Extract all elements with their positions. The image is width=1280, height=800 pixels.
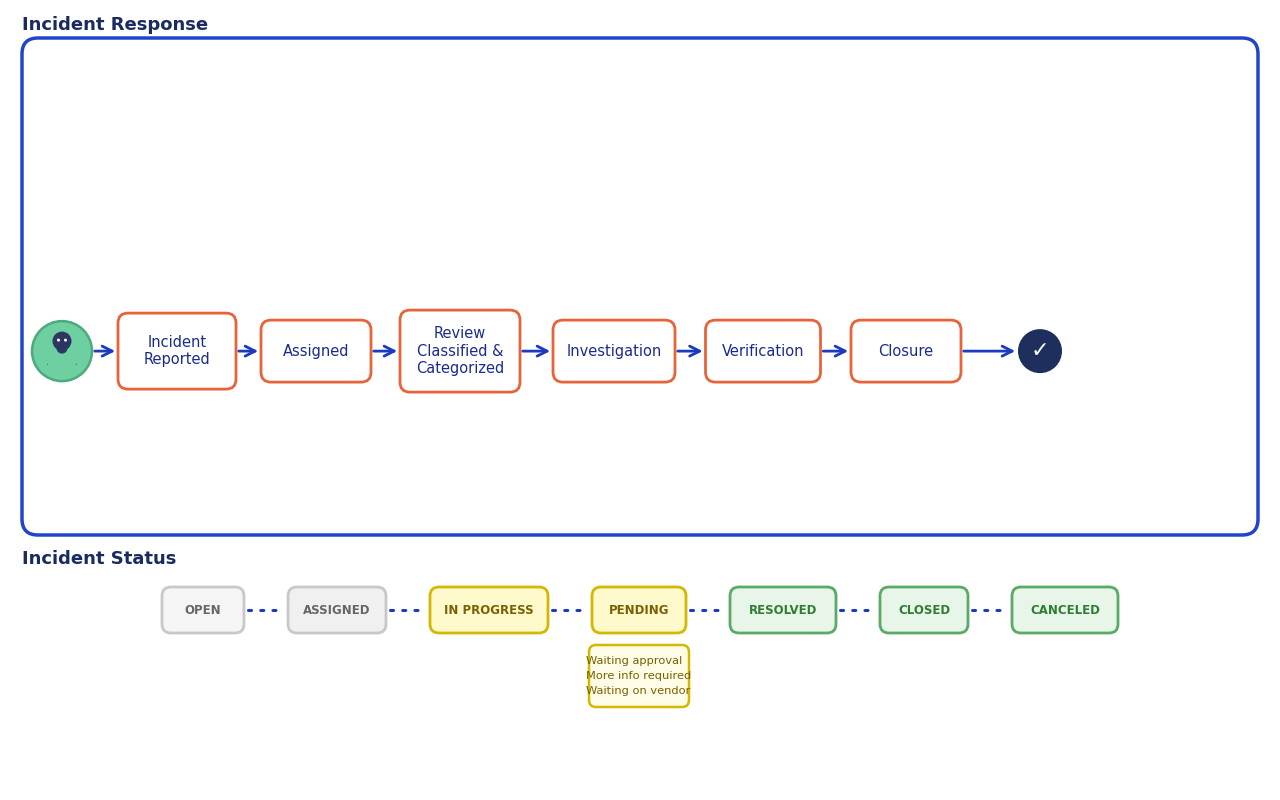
Text: PENDING: PENDING	[609, 603, 669, 617]
Text: Incident Status: Incident Status	[22, 550, 177, 568]
Text: Incident
Reported: Incident Reported	[143, 335, 210, 367]
Text: Incident Response: Incident Response	[22, 16, 209, 34]
Circle shape	[64, 338, 67, 342]
Text: CLOSED: CLOSED	[899, 603, 950, 617]
Text: Verification: Verification	[722, 344, 804, 358]
FancyBboxPatch shape	[705, 320, 820, 382]
FancyBboxPatch shape	[1012, 587, 1117, 633]
Text: Waiting approval
More info required
Waiting on vendor: Waiting approval More info required Wait…	[586, 656, 691, 696]
Text: Closure: Closure	[878, 344, 933, 358]
Text: Assigned: Assigned	[283, 344, 349, 358]
Circle shape	[52, 332, 72, 350]
FancyBboxPatch shape	[118, 313, 236, 389]
FancyBboxPatch shape	[399, 310, 520, 392]
FancyBboxPatch shape	[163, 587, 244, 633]
Circle shape	[1018, 329, 1062, 373]
FancyBboxPatch shape	[553, 320, 675, 382]
FancyBboxPatch shape	[591, 587, 686, 633]
FancyBboxPatch shape	[288, 587, 387, 633]
Text: IN PROGRESS: IN PROGRESS	[444, 603, 534, 617]
Text: Investigation: Investigation	[566, 344, 662, 358]
FancyBboxPatch shape	[851, 320, 961, 382]
Text: ✓: ✓	[1030, 341, 1050, 361]
Circle shape	[58, 338, 60, 342]
Circle shape	[56, 342, 68, 354]
Text: RESOLVED: RESOLVED	[749, 603, 817, 617]
FancyBboxPatch shape	[881, 587, 968, 633]
Text: OPEN: OPEN	[184, 603, 221, 617]
FancyBboxPatch shape	[22, 38, 1258, 535]
FancyBboxPatch shape	[430, 587, 548, 633]
Text: Review
Classified &
Categorized: Review Classified & Categorized	[416, 326, 504, 376]
FancyBboxPatch shape	[261, 320, 371, 382]
Text: ASSIGNED: ASSIGNED	[303, 603, 371, 617]
Text: CANCELED: CANCELED	[1030, 603, 1100, 617]
Circle shape	[32, 321, 92, 381]
FancyBboxPatch shape	[589, 645, 689, 707]
FancyBboxPatch shape	[730, 587, 836, 633]
